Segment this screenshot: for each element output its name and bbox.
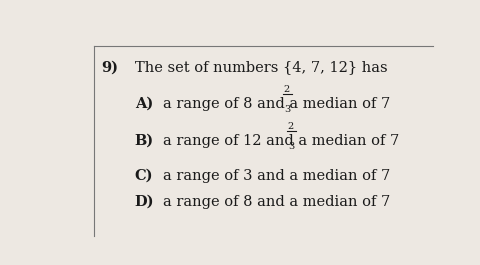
Text: The set of numbers {4, 7, 12} has: The set of numbers {4, 7, 12} has: [134, 60, 386, 74]
Text: 3: 3: [284, 105, 290, 114]
Text: a range of 8 and a median of 7: a range of 8 and a median of 7: [162, 97, 389, 111]
Text: B): B): [134, 134, 154, 148]
Text: A): A): [134, 97, 153, 111]
Text: 2: 2: [287, 122, 293, 131]
Text: a range of 12 and a median of 7: a range of 12 and a median of 7: [162, 134, 398, 148]
Text: 2: 2: [283, 85, 289, 94]
Text: C): C): [134, 169, 153, 183]
Text: D): D): [134, 195, 154, 209]
Text: a range of 3 and a median of 7: a range of 3 and a median of 7: [162, 169, 389, 183]
Text: 9): 9): [101, 60, 118, 74]
Text: 3: 3: [288, 142, 294, 151]
Text: a range of 8 and a median of 7: a range of 8 and a median of 7: [162, 195, 389, 209]
